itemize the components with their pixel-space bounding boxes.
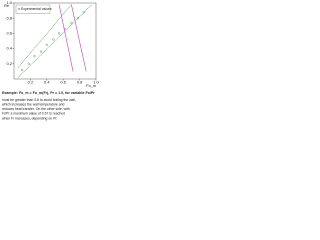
data-point [39, 50, 43, 53]
data-point [45, 43, 48, 46]
legend-marker [17, 7, 21, 11]
chart: Re Fo_m Example: Fo_m = Fo_m(Fr), Pr = 1… [2, 0, 100, 120]
y-tick-label: 0.6 [6, 30, 12, 35]
data-point [27, 62, 30, 65]
data-point [57, 32, 61, 35]
data-point [52, 38, 55, 41]
y-tick-label: 0.2 [6, 61, 12, 66]
caption-line: Fr/Pr a maximum value of 0.67 is reached [2, 112, 65, 116]
y-tick-label: 0.8 [6, 15, 12, 20]
y-tick-label: 0.4 [6, 46, 12, 51]
series-line [17, 4, 93, 78]
plot-frame [13, 2, 97, 80]
y-axis-label: Re [4, 3, 10, 8]
caption-line: reduces heat transfer. On the other side… [2, 107, 70, 111]
caption-title: Example: Fo_m = Fo_m(Fr), Pr = 1.0, for … [2, 91, 95, 95]
x-tick-label: 1.0 [93, 80, 99, 85]
x-axis-label: Fo_m [86, 83, 97, 88]
x-tick-label: 0.8 [77, 80, 83, 85]
caption-line: must be greater than 0.8 to avoid boilin… [2, 98, 76, 102]
page: {"chart_data": { "type": "line", "x_labe… [0, 0, 100, 142]
x-tick-label: 0.4 [44, 80, 50, 85]
data-point [21, 68, 24, 71]
caption-line: which increases the wall temperature and [2, 102, 64, 106]
data-point [76, 17, 80, 20]
series-line [58, 4, 74, 72]
legend-label: Experimental values [21, 7, 52, 11]
x-tick-label: 0.2 [28, 80, 34, 85]
data-point [70, 21, 73, 24]
series-line [71, 4, 87, 72]
y-tick-label: 1.0 [6, 0, 12, 5]
caption-line: when Fr increases, depending on Pr. [2, 116, 57, 120]
data-point [33, 55, 36, 58]
x-tick-label: 0.6 [60, 80, 66, 85]
legend-box [15, 4, 51, 14]
series-line [17, 4, 72, 68]
